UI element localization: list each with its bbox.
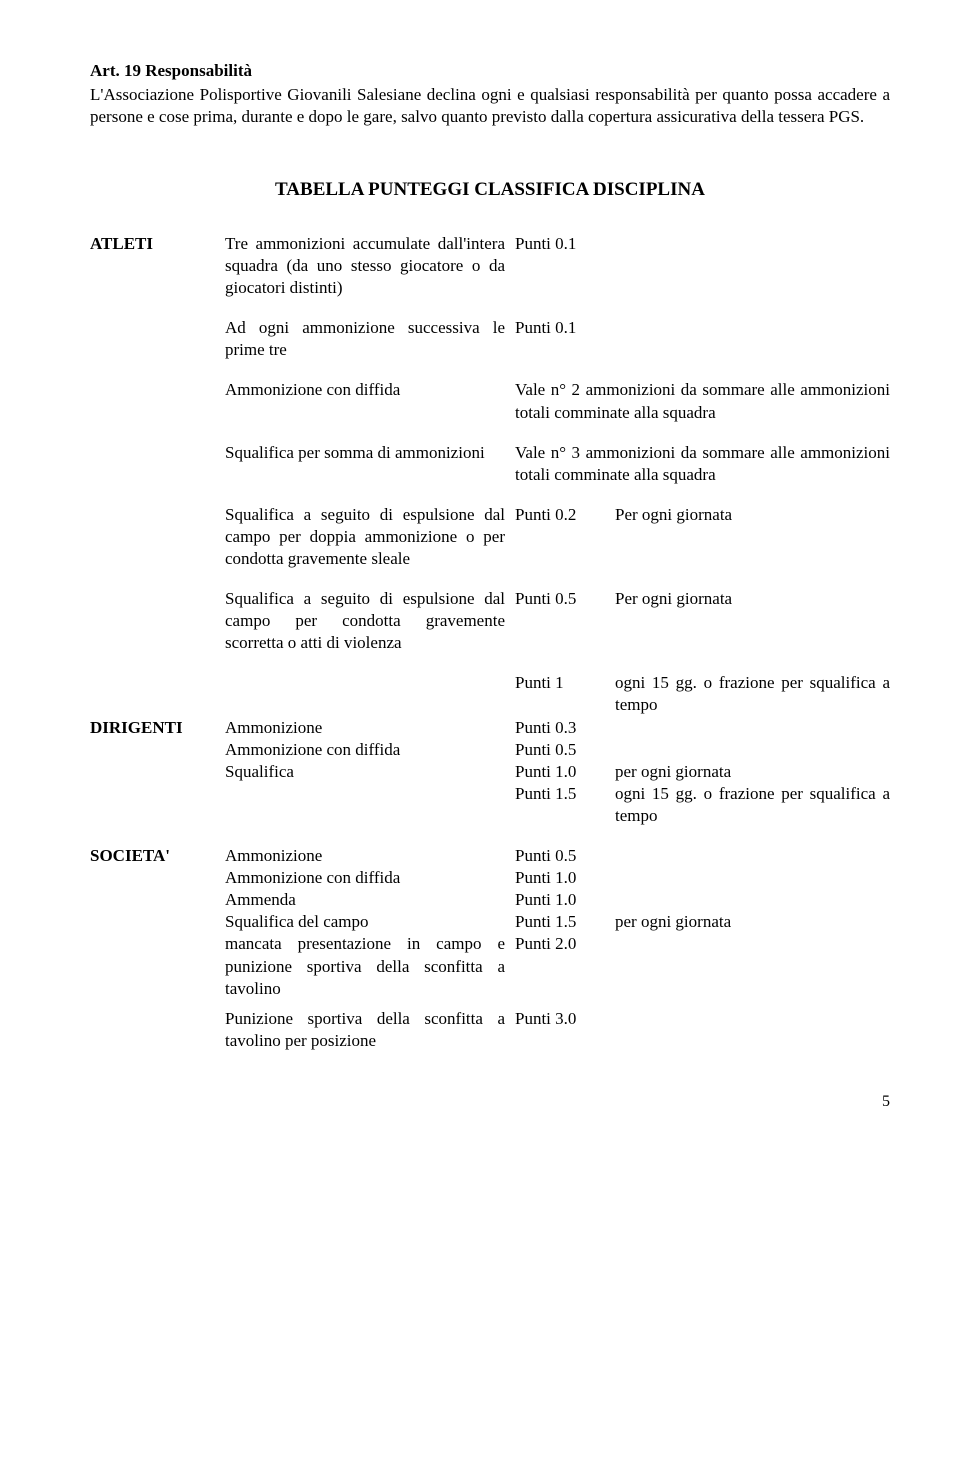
atleti-desc-2: Ad ogni ammonizione successiva le prime …: [225, 317, 505, 361]
societa-desc-4: Squalifica del campo: [225, 911, 505, 933]
atleti-note-7: ogni 15 gg. o frazione per squalifica a …: [615, 672, 890, 716]
dirigenti-desc-1: Ammonizione: [225, 717, 505, 739]
atleti-pts-7: Punti 1: [515, 672, 605, 716]
atleti-desc-3: Ammonizione con diffida: [225, 379, 505, 423]
page-number: 5: [90, 1092, 890, 1113]
atleti-note-5: Per ogni giornata: [615, 504, 890, 570]
label-societa: SOCIETA': [90, 845, 215, 867]
societa-pts-2: Punti 1.0: [515, 867, 605, 889]
atleti-pts-1: Punti 0.1: [515, 233, 605, 299]
label-atleti: ATLETI: [90, 233, 215, 299]
article-body: L'Associazione Polisportive Giovanili Sa…: [90, 84, 890, 128]
dirigenti-desc-2: Ammonizione con diffida: [225, 739, 505, 761]
atleti-desc-6: Squalifica a seguito di espulsione dal c…: [225, 588, 505, 654]
dirigenti-pts-2: Punti 0.5: [515, 739, 605, 761]
table-title: TABELLA PUNTEGGI CLASSIFICA DISCIPLINA: [90, 178, 890, 203]
societa-note-4: per ogni giornata: [615, 911, 890, 933]
societa-desc-6: Punizione sportiva della sconfitta a tav…: [225, 1008, 505, 1052]
points-table: ATLETI Tre ammonizioni accumulate dall'i…: [90, 233, 890, 1052]
atleti-note-6: Per ogni giornata: [615, 588, 890, 654]
atleti-note-3: Vale n° 2 ammonizioni da sommare alle am…: [515, 379, 890, 423]
societa-desc-5: mancata presentazione in campo e punizio…: [225, 933, 505, 999]
atleti-pts-5: Punti 0.2: [515, 504, 605, 570]
dirigenti-note-4: ogni 15 gg. o frazione per squalifica a …: [615, 783, 890, 827]
atleti-note-1: [615, 233, 890, 299]
atleti-pts-6: Punti 0.5: [515, 588, 605, 654]
societa-pts-5: Punti 2.0: [515, 933, 605, 999]
societa-pts-1: Punti 0.5: [515, 845, 605, 867]
societa-desc-2: Ammonizione con diffida: [225, 867, 505, 889]
dirigenti-pts-4: Punti 1.5: [515, 783, 605, 827]
societa-pts-6: Punti 3.0: [515, 1008, 605, 1052]
dirigenti-note-3: per ogni giornata: [615, 761, 890, 783]
dirigenti-pts-3: Punti 1.0: [515, 761, 605, 783]
atleti-desc-5: Squalifica a seguito di espulsione dal c…: [225, 504, 505, 570]
societa-desc-1: Ammonizione: [225, 845, 505, 867]
dirigenti-desc-3: Squalifica: [225, 761, 505, 783]
atleti-pts-2: Punti 0.1: [515, 317, 605, 361]
atleti-note-4: Vale n° 3 ammonizioni da sommare alle am…: [515, 442, 890, 486]
societa-pts-4: Punti 1.5: [515, 911, 605, 933]
societa-pts-3: Punti 1.0: [515, 889, 605, 911]
label-dirigenti: DIRIGENTI: [90, 717, 215, 739]
societa-desc-3: Ammenda: [225, 889, 505, 911]
atleti-desc-1: Tre ammonizioni accumulate dall'intera s…: [225, 233, 505, 299]
atleti-desc-4: Squalifica per somma di ammonizioni: [225, 442, 505, 486]
article-heading: Art. 19 Responsabilità: [90, 60, 890, 82]
dirigenti-pts-1: Punti 0.3: [515, 717, 605, 739]
